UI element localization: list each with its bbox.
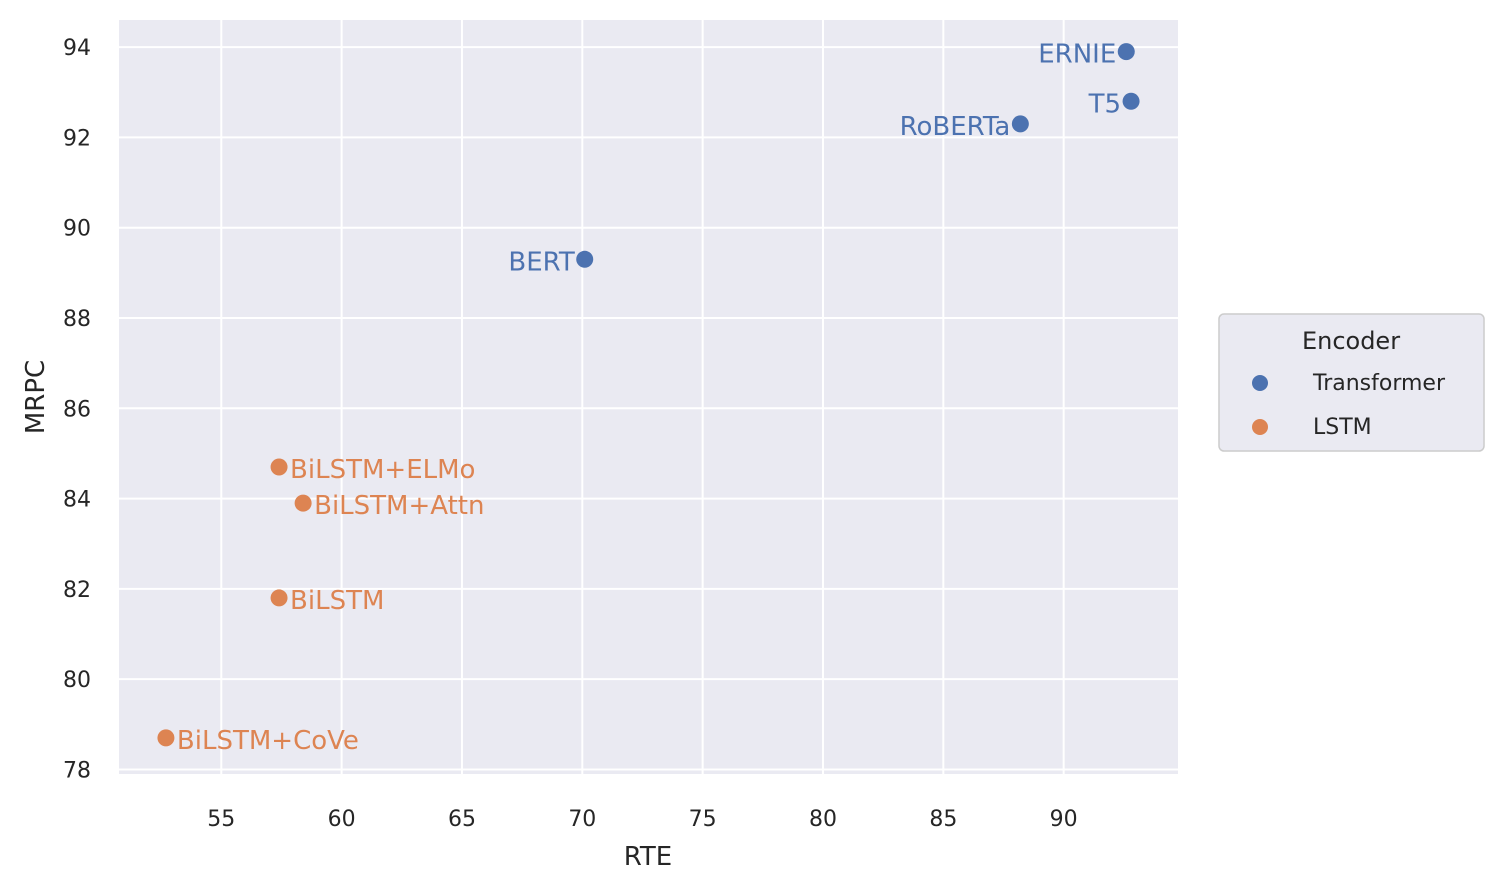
point-label: BERT (508, 247, 574, 277)
legend-label-transformer: Transformer (1312, 371, 1446, 396)
point-label: BiLSTM+ELMo (290, 455, 475, 485)
data-point (1122, 92, 1140, 110)
data-point (294, 494, 312, 512)
legend-title: Encoder (1302, 327, 1400, 355)
x-tick-label: 80 (809, 807, 837, 832)
y-tick-label: 88 (63, 307, 91, 332)
data-points: ERNIE T5 RoBERTa BERT BiLSTM+ELMo BiLSTM+Attn… (157, 40, 1140, 756)
data-point (270, 458, 288, 476)
legend-box (1218, 313, 1485, 452)
y-axis-label: MRPC (21, 360, 51, 434)
legend-label-lstm: LSTM (1313, 415, 1372, 440)
plot-background (119, 20, 1178, 774)
x-tick-label: 75 (689, 807, 717, 832)
y-axis-ticks: 78 80 82 84 86 88 90 92 94 (63, 36, 91, 783)
y-tick-label: 82 (63, 578, 91, 603)
y-tick-label: 92 (63, 126, 91, 151)
legend-marker-lstm (1252, 419, 1268, 435)
data-point (1117, 43, 1135, 61)
x-tick-label: 90 (1050, 807, 1078, 832)
data-point (270, 589, 288, 607)
point-label: BiLSTM (290, 586, 384, 616)
y-tick-label: 84 (63, 488, 91, 513)
x-tick-label: 70 (568, 807, 596, 832)
point-label: ERNIE (1038, 40, 1116, 70)
grid-lines (119, 20, 1178, 774)
x-tick-label: 65 (448, 807, 476, 832)
y-tick-label: 90 (63, 217, 91, 242)
x-tick-label: 60 (328, 807, 356, 832)
y-tick-label: 80 (63, 668, 91, 693)
y-tick-label: 94 (63, 36, 91, 61)
x-axis-label: RTE (624, 842, 672, 872)
x-tick-label: 85 (929, 807, 957, 832)
point-label: BiLSTM+CoVe (177, 726, 359, 756)
data-point (576, 250, 594, 268)
point-label: BiLSTM+Attn (314, 491, 484, 521)
point-label: T5 (1088, 89, 1121, 119)
legend-marker-transformer (1252, 375, 1268, 391)
x-tick-label: 55 (207, 807, 235, 832)
y-tick-label: 78 (63, 758, 91, 783)
legend: Encoder Transformer LSTM (1218, 313, 1485, 452)
point-label: RoBERTa (900, 112, 1011, 142)
data-point (1011, 115, 1029, 133)
x-axis-ticks: 55 60 65 70 75 80 85 90 (207, 807, 1077, 832)
data-point (157, 729, 175, 747)
y-tick-label: 86 (63, 397, 91, 422)
